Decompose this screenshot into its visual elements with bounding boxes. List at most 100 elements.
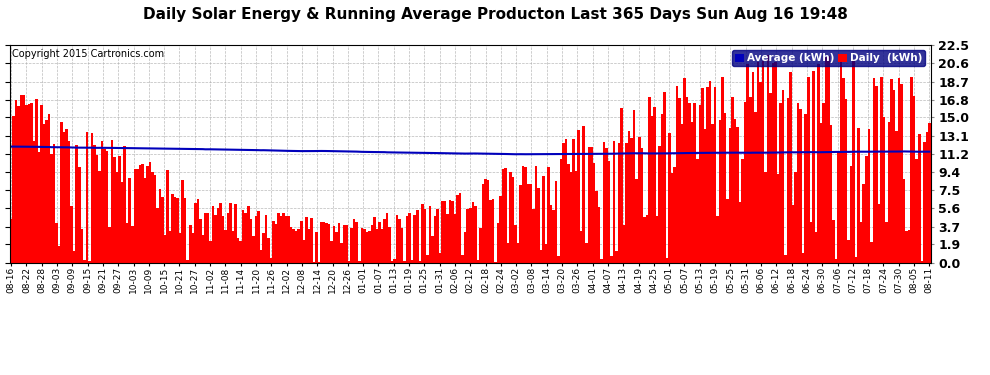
Bar [870,242,872,262]
Bar [631,138,633,262]
Bar [880,77,883,262]
Bar [628,131,631,262]
Bar [833,219,835,262]
Bar [225,230,227,262]
Bar [820,123,822,262]
Bar [582,126,585,262]
Bar [729,128,732,262]
Bar [212,206,214,262]
Bar [341,243,343,262]
Bar [403,261,406,262]
Bar [732,98,734,262]
Bar [207,213,209,262]
Bar [623,225,626,262]
Bar [414,215,416,262]
Bar [484,179,487,262]
Bar [85,132,88,262]
Bar [331,241,333,262]
Bar [797,103,800,262]
Bar [275,224,277,262]
Bar [113,157,116,262]
Bar [421,204,424,262]
Bar [83,260,85,262]
Bar [724,113,727,262]
Bar [134,169,136,262]
Bar [754,112,756,262]
Bar [147,166,148,262]
Legend: Average (kWh), Daily  (kWh): Average (kWh), Daily (kWh) [733,50,926,66]
Bar [297,229,300,262]
Bar [18,106,20,262]
Bar [671,173,673,262]
Bar [751,72,754,262]
Bar [28,104,30,262]
Bar [158,189,161,262]
Bar [704,129,706,262]
Bar [136,169,139,262]
Bar [448,200,451,262]
Bar [451,201,453,262]
Bar [535,166,538,262]
Bar [660,114,663,262]
Bar [328,224,331,262]
Bar [103,149,106,262]
Bar [411,260,414,262]
Bar [507,243,509,262]
Bar [658,146,660,262]
Bar [163,235,166,262]
Bar [691,122,693,262]
Bar [439,253,442,262]
Bar [444,201,446,262]
Bar [197,200,199,262]
Bar [512,177,515,262]
Bar [714,87,716,262]
Bar [280,216,282,262]
Bar [111,141,113,262]
Bar [921,261,923,262]
Bar [121,182,124,262]
Bar [650,116,653,262]
Bar [812,71,815,262]
Bar [575,171,577,262]
Bar [696,159,699,262]
Bar [199,219,202,262]
Bar [267,238,269,262]
Bar [204,213,207,262]
Bar [363,229,365,262]
Bar [565,139,567,262]
Bar [189,225,191,262]
Bar [621,108,623,262]
Bar [350,228,353,262]
Bar [587,147,590,262]
Bar [78,167,80,262]
Bar [52,144,55,262]
Bar [792,205,794,262]
Bar [148,162,151,262]
Bar [101,141,103,262]
Bar [272,220,275,262]
Bar [50,154,52,262]
Bar [852,60,855,262]
Bar [585,243,587,262]
Bar [653,107,655,262]
Bar [860,222,862,262]
Bar [305,217,308,262]
Bar [543,176,545,262]
Bar [844,99,847,262]
Bar [60,122,63,262]
Bar [184,198,186,262]
Bar [10,219,13,262]
Bar [426,255,429,262]
Bar [522,166,525,262]
Bar [520,184,522,262]
Bar [502,169,504,262]
Bar [746,64,749,262]
Bar [900,84,903,262]
Bar [849,166,852,262]
Bar [249,219,252,262]
Bar [338,224,341,262]
Bar [370,225,373,262]
Bar [895,130,898,262]
Bar [398,219,401,262]
Bar [759,82,761,262]
